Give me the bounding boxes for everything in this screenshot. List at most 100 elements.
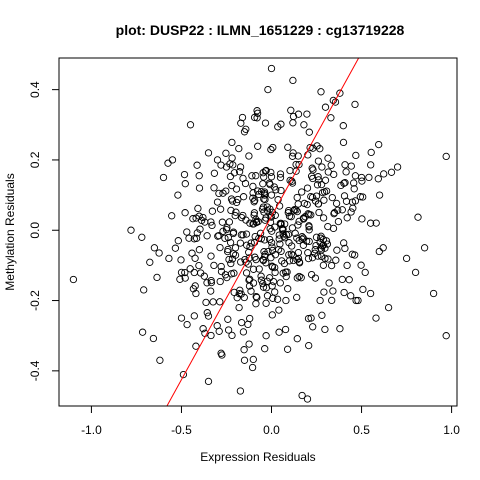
data-point — [246, 275, 254, 283]
data-point — [347, 292, 355, 300]
data-point — [138, 328, 147, 336]
data-point — [293, 293, 301, 302]
data-point — [207, 276, 215, 285]
data-point — [127, 226, 135, 234]
data-point — [177, 268, 186, 277]
data-point — [210, 169, 219, 177]
data-point — [323, 240, 332, 248]
data-point — [228, 181, 236, 190]
data-point — [271, 251, 280, 259]
data-point — [213, 198, 222, 206]
data-point — [309, 144, 317, 152]
data-point — [230, 288, 238, 297]
data-point — [340, 239, 348, 247]
data-point — [228, 154, 236, 162]
data-point — [305, 226, 313, 234]
data-point — [194, 204, 202, 213]
data-point — [304, 314, 313, 323]
data-point — [311, 246, 319, 254]
data-point — [313, 181, 322, 189]
data-point — [319, 261, 328, 269]
data-point — [328, 193, 336, 202]
data-point — [274, 196, 282, 204]
data-point — [217, 267, 226, 276]
data-point — [267, 168, 275, 177]
data-point — [293, 274, 301, 282]
data-point — [384, 303, 393, 312]
y-tick-label: 0.0 — [28, 222, 42, 239]
data-point — [340, 179, 348, 187]
x-tick-label: -1.0 — [81, 423, 102, 437]
data-point — [217, 161, 225, 169]
data-point — [414, 213, 422, 221]
data-point — [297, 274, 305, 282]
data-point — [357, 261, 365, 269]
data-point — [307, 211, 315, 219]
data-point — [266, 225, 274, 233]
data-point — [195, 184, 204, 192]
data-point — [174, 237, 182, 245]
data-point — [298, 188, 306, 196]
data-point — [210, 261, 218, 270]
data-point — [168, 156, 177, 164]
data-point — [228, 138, 236, 147]
data-point — [289, 119, 297, 127]
data-point — [269, 294, 277, 302]
data-point — [255, 265, 263, 273]
data-point — [235, 144, 243, 153]
data-point — [311, 274, 320, 282]
data-point — [281, 325, 290, 334]
data-point — [293, 207, 301, 216]
data-point — [336, 89, 344, 97]
data-point — [253, 293, 261, 302]
data-point — [204, 312, 213, 320]
data-point — [321, 103, 330, 111]
data-point — [240, 346, 248, 354]
data-point — [262, 166, 270, 175]
data-point — [351, 251, 359, 259]
regression-line — [166, 58, 360, 406]
data-point — [249, 265, 258, 273]
data-point — [286, 166, 294, 175]
data-point — [239, 193, 248, 201]
data-point — [374, 175, 382, 183]
data-point — [190, 312, 198, 320]
data-point — [155, 249, 163, 257]
data-point — [347, 208, 355, 216]
data-point — [195, 261, 203, 270]
data-point — [341, 179, 349, 187]
data-point — [366, 289, 375, 298]
data-point — [303, 200, 311, 209]
data-point — [345, 276, 353, 284]
data-point — [380, 170, 388, 178]
data-point — [181, 180, 189, 188]
data-point — [246, 242, 254, 251]
data-point — [232, 185, 241, 193]
data-point — [307, 314, 315, 322]
data-point — [224, 233, 232, 242]
data-point — [181, 274, 189, 282]
data-point — [321, 325, 329, 334]
plot-area — [69, 58, 450, 406]
data-point — [375, 191, 384, 199]
data-point — [321, 254, 329, 263]
data-point — [300, 121, 308, 129]
data-point — [314, 157, 323, 165]
data-point — [295, 236, 303, 245]
data-point — [259, 279, 267, 288]
data-point — [341, 161, 349, 169]
data-point — [338, 275, 346, 284]
data-point — [146, 258, 154, 266]
data-point — [183, 320, 191, 329]
data-point — [207, 287, 215, 295]
data-point — [324, 255, 332, 263]
data-point — [304, 249, 312, 257]
data-point — [233, 294, 241, 302]
data-point — [261, 345, 269, 353]
data-point — [317, 180, 326, 189]
data-point — [171, 244, 180, 252]
data-point — [189, 215, 197, 223]
data-point — [261, 119, 270, 127]
data-point — [219, 189, 227, 197]
data-point — [267, 239, 276, 247]
